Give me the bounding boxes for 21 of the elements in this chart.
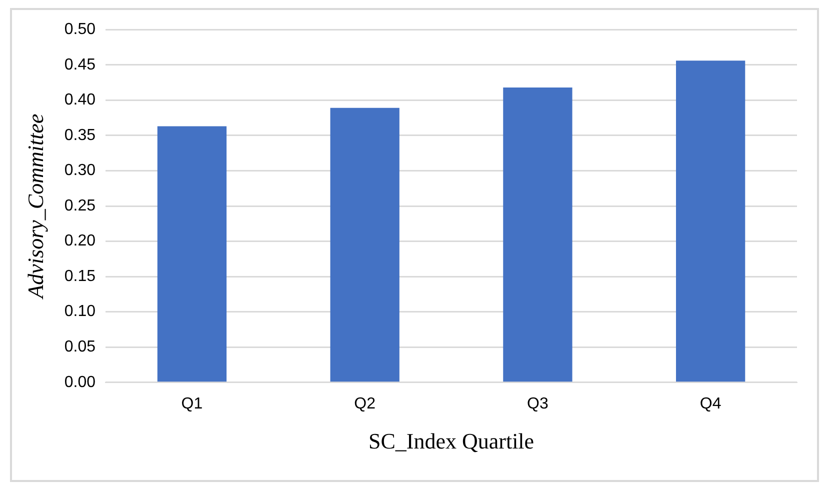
y-tick-label: 0.25 — [64, 197, 96, 214]
y-tick-label: 0.50 — [64, 21, 96, 38]
y-tick-label: 0.00 — [64, 374, 96, 391]
bar — [157, 126, 227, 382]
x-tick-label: Q1 — [181, 395, 203, 412]
y-tick-label: 0.45 — [64, 56, 96, 74]
y-tick-label: 0.10 — [64, 303, 96, 320]
x-tick-label: Q3 — [527, 395, 548, 412]
x-tick-label: Q4 — [700, 395, 722, 412]
y-tick-label: 0.40 — [64, 92, 96, 109]
y-tick-label: 0.05 — [64, 338, 96, 356]
y-axis-title: Advisory_Committee — [22, 114, 48, 300]
y-tick-label: 0.15 — [64, 268, 96, 285]
y-tick-label: 0.20 — [64, 232, 96, 250]
bar — [330, 108, 400, 382]
bar — [676, 60, 746, 382]
bar — [503, 87, 572, 382]
x-axis-title: SC_Index Quartile — [368, 428, 534, 454]
x-tick-label: Q2 — [354, 395, 376, 412]
y-tick-label: 0.30 — [64, 162, 96, 180]
y-tick-label: 0.35 — [64, 126, 96, 144]
